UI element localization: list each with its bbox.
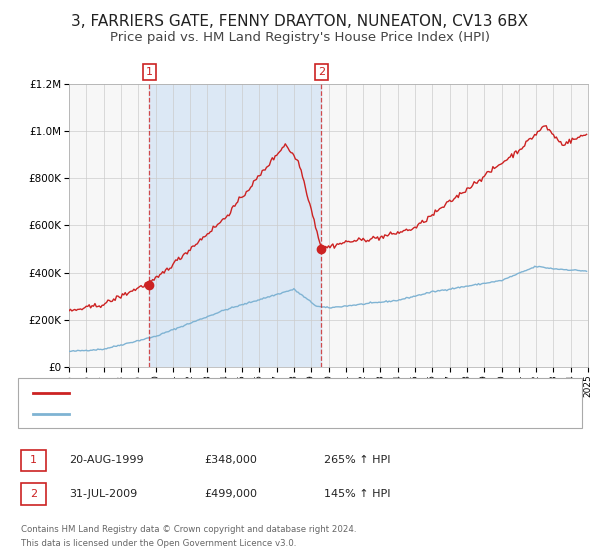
Text: HPI: Average price, detached house, Hinckley and Bosworth: HPI: Average price, detached house, Hinc… (78, 409, 371, 419)
Bar (149, 84, 321, 367)
Text: 2: 2 (30, 489, 37, 499)
Text: This data is licensed under the Open Government Licence v3.0.: This data is licensed under the Open Gov… (21, 539, 296, 548)
Text: Contains HM Land Registry data © Crown copyright and database right 2024.: Contains HM Land Registry data © Crown c… (21, 525, 356, 534)
Text: 2: 2 (317, 67, 325, 77)
Text: 31-JUL-2009: 31-JUL-2009 (69, 489, 137, 499)
Text: 265% ↑ HPI: 265% ↑ HPI (324, 455, 391, 465)
Text: Price paid vs. HM Land Registry's House Price Index (HPI): Price paid vs. HM Land Registry's House … (110, 31, 490, 44)
Text: 145% ↑ HPI: 145% ↑ HPI (324, 489, 391, 499)
Text: £499,000: £499,000 (204, 489, 257, 499)
Text: 3, FARRIERS GATE, FENNY DRAYTON, NUNEATON, CV13 6BX: 3, FARRIERS GATE, FENNY DRAYTON, NUNEATO… (71, 14, 529, 29)
Text: 1: 1 (146, 67, 153, 77)
Text: 3, FARRIERS GATE, FENNY DRAYTON, NUNEATON, CV13 6BX (detached house): 3, FARRIERS GATE, FENNY DRAYTON, NUNEATO… (78, 388, 459, 398)
Text: 1: 1 (30, 455, 37, 465)
Text: 20-AUG-1999: 20-AUG-1999 (69, 455, 143, 465)
Text: £348,000: £348,000 (204, 455, 257, 465)
